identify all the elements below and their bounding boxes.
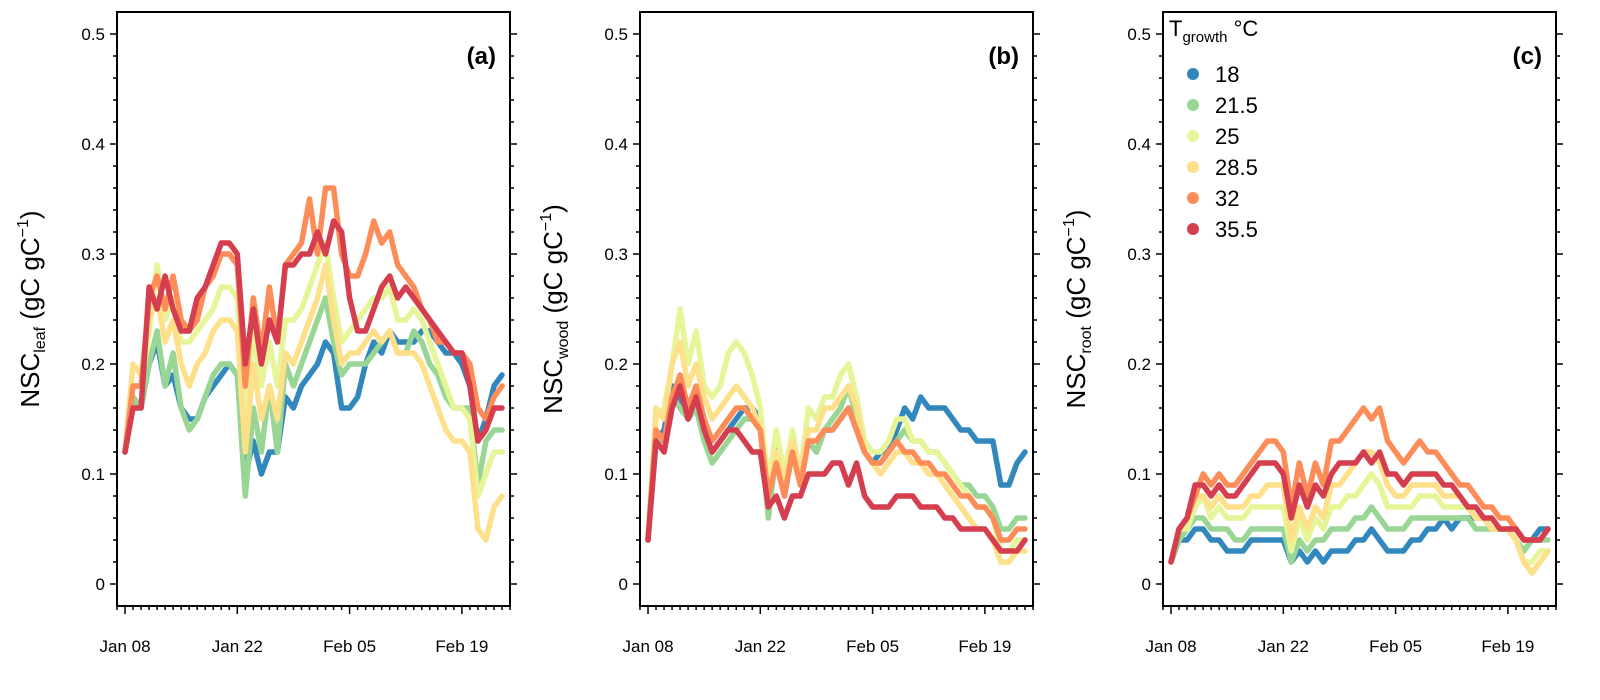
x-tick-label: Feb 19: [958, 637, 1011, 656]
y-tick-label: 0: [1142, 575, 1151, 594]
y-label-unit: (gC gC: [1061, 236, 1091, 326]
y-label-exponent: −1: [15, 219, 32, 237]
y-tick-label: 0.1: [1127, 465, 1151, 484]
y-label-exponent: −1: [538, 213, 555, 231]
legend-marker: [1187, 192, 1199, 204]
series-line-3: [645, 339, 1028, 565]
y-label-close: ): [15, 210, 45, 219]
legend-marker: [1187, 68, 1199, 80]
legend-title: Tgrowth °C: [1169, 16, 1258, 46]
legend-label: 18: [1215, 62, 1239, 87]
legend-label: 32: [1215, 186, 1239, 211]
y-label-subscript: root: [1078, 325, 1095, 353]
axes-frame: [639, 11, 1034, 607]
y-tick-label: 0.5: [81, 25, 105, 44]
y-tick-label: 0.1: [604, 465, 628, 484]
y-axis: 0 0.1 0.2 0.3 0.4 0.5: [81, 25, 517, 594]
y-axis-label: NSCleaf (gC gC−1): [15, 210, 49, 407]
y-label-subscript: wood: [555, 321, 572, 360]
y-tick-label: 0.3: [1127, 245, 1151, 264]
series-line-5: [122, 218, 505, 455]
y-tick-label: 0.3: [604, 245, 628, 264]
y-tick-label: 0.2: [1127, 355, 1151, 374]
x-axis: Jan 08 Jan 22 Feb 05 Feb 19: [1145, 606, 1557, 656]
y-tick-label: 0.3: [81, 245, 105, 264]
y-axis: 0 0.1 0.2 0.3 0.4 0.5: [1127, 25, 1563, 594]
x-tick-label: Jan 08: [1145, 637, 1196, 656]
x-tick-label: Feb 05: [323, 637, 376, 656]
x-tick-label: Jan 08: [622, 637, 673, 656]
y-tick-label: 0.1: [81, 465, 105, 484]
y-label-unit: (gC gC: [15, 237, 45, 327]
y-label-close: ): [538, 204, 568, 213]
legend-label: 28.5: [1215, 155, 1258, 180]
legend-marker: [1187, 223, 1199, 235]
panel-label: (b): [988, 43, 1019, 70]
x-tick-label: Feb 05: [846, 637, 899, 656]
legend-label: 21.5: [1215, 93, 1258, 118]
x-tick-label: Feb 19: [1481, 637, 1534, 656]
legend-label: 35.5: [1215, 217, 1258, 242]
legend: Tgrowth °C 18 21.5 25 28.5 32 35.5: [1169, 16, 1258, 242]
x-tick-label: Feb 05: [1369, 637, 1422, 656]
axes-frame: [116, 11, 511, 607]
series-line-1: [1168, 504, 1551, 565]
panel-c: 0 0.1 0.2 0.3 0.4 0.5 Jan 08 Jan 22 Feb 05 Feb 19…: [1061, 11, 1563, 656]
panel-a: 0 0.1 0.2 0.3 0.4 0.5 Jan 08 Jan 22 Feb 05 Feb 19…: [15, 11, 517, 656]
y-tick-label: 0: [96, 575, 105, 594]
y-axis-label: NSCroot (gC gC−1): [1061, 210, 1095, 409]
y-tick-label: 0.4: [1127, 135, 1151, 154]
legend-marker: [1187, 161, 1199, 173]
y-tick-label: 0.5: [604, 25, 628, 44]
series-line-3: [122, 262, 505, 543]
x-axis: Jan 08 Jan 22 Feb 05 Feb 19: [622, 606, 1034, 656]
y-tick-label: 0.5: [1127, 25, 1151, 44]
series-line-2: [122, 240, 505, 499]
series-line-2: [645, 306, 1028, 554]
y-axis: 0 0.1 0.2 0.3 0.4 0.5: [604, 25, 1040, 594]
y-tick-label: 0: [619, 575, 628, 594]
x-tick-label: Jan 22: [735, 637, 786, 656]
legend-title-main: T: [1169, 16, 1182, 41]
series-group: [1168, 405, 1551, 576]
series-group: [645, 306, 1028, 565]
y-label-main: NSC: [1061, 354, 1091, 409]
legend-marker: [1187, 99, 1199, 111]
panel-label: (a): [467, 43, 496, 70]
y-axis-label: NSCwood (gC gC−1): [538, 204, 572, 414]
series-line-5: [1168, 449, 1551, 565]
y-label-main: NSC: [15, 353, 45, 408]
panel-label: (c): [1513, 43, 1542, 70]
legend-title-subscript: growth: [1182, 29, 1227, 46]
x-tick-label: Jan 22: [1258, 637, 1309, 656]
series-line-4: [645, 372, 1028, 543]
legend-title-unit: °C: [1227, 16, 1258, 41]
x-axis: Jan 08 Jan 22 Feb 05 Feb 19: [99, 606, 511, 656]
series-line-1: [122, 295, 505, 499]
y-tick-label: 0.4: [81, 135, 105, 154]
legend-marker: [1187, 130, 1199, 142]
y-tick-label: 0.4: [604, 135, 628, 154]
y-label-exponent: −1: [1061, 218, 1078, 236]
x-tick-label: Feb 19: [435, 637, 488, 656]
series-group: [122, 185, 505, 543]
legend-label: 25: [1215, 124, 1239, 149]
axes-frame: [1162, 11, 1557, 607]
x-tick-label: Jan 08: [99, 637, 150, 656]
y-label-close: ): [1061, 210, 1091, 219]
series-line-3: [1168, 449, 1551, 576]
y-tick-label: 0.2: [81, 355, 105, 374]
y-label-unit: (gC gC: [538, 231, 568, 321]
series-line-5: [645, 383, 1028, 554]
series-line-4: [1168, 405, 1551, 565]
x-tick-label: Jan 22: [212, 637, 263, 656]
panel-b: 0 0.1 0.2 0.3 0.4 0.5 Jan 08 Jan 22 Feb 05 Feb 19…: [538, 11, 1040, 656]
y-label-main: NSC: [538, 359, 568, 414]
y-label-subscript: leaf: [32, 326, 49, 352]
y-tick-label: 0.2: [604, 355, 628, 374]
